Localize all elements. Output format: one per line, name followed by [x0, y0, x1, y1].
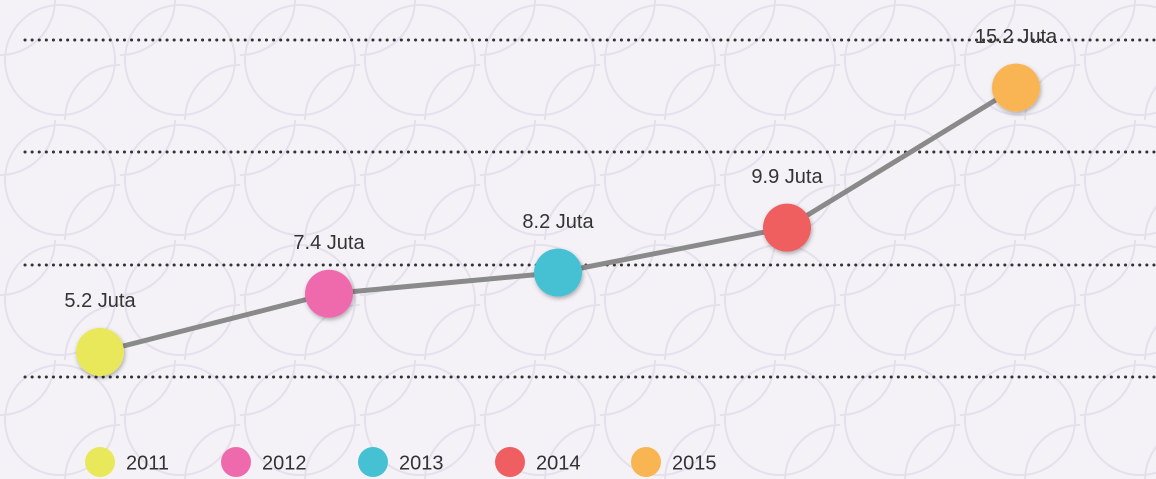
legend-label: 2011 — [126, 452, 169, 474]
data-point — [992, 63, 1040, 112]
data-label: 7.4 Juta — [293, 232, 365, 254]
legend-swatch — [85, 447, 115, 477]
legend-label: 2014 — [536, 452, 581, 474]
legend-swatch — [221, 447, 251, 477]
data-point — [534, 248, 582, 297]
legend-swatch — [495, 447, 525, 477]
data-label: 8.2 Juta — [522, 211, 594, 233]
legend-label: 2013 — [399, 452, 444, 474]
legend-label: 2015 — [672, 452, 717, 474]
data-label: 15.2 Juta — [975, 26, 1058, 48]
data-label: 9.9 Juta — [751, 166, 823, 188]
data-point — [76, 327, 124, 376]
legend-swatch — [631, 447, 661, 477]
data-point — [763, 203, 811, 252]
data-point — [305, 269, 353, 318]
legend-swatch — [358, 447, 388, 477]
legend-label: 2012 — [262, 452, 307, 474]
data-label: 5.2 Juta — [64, 290, 136, 312]
